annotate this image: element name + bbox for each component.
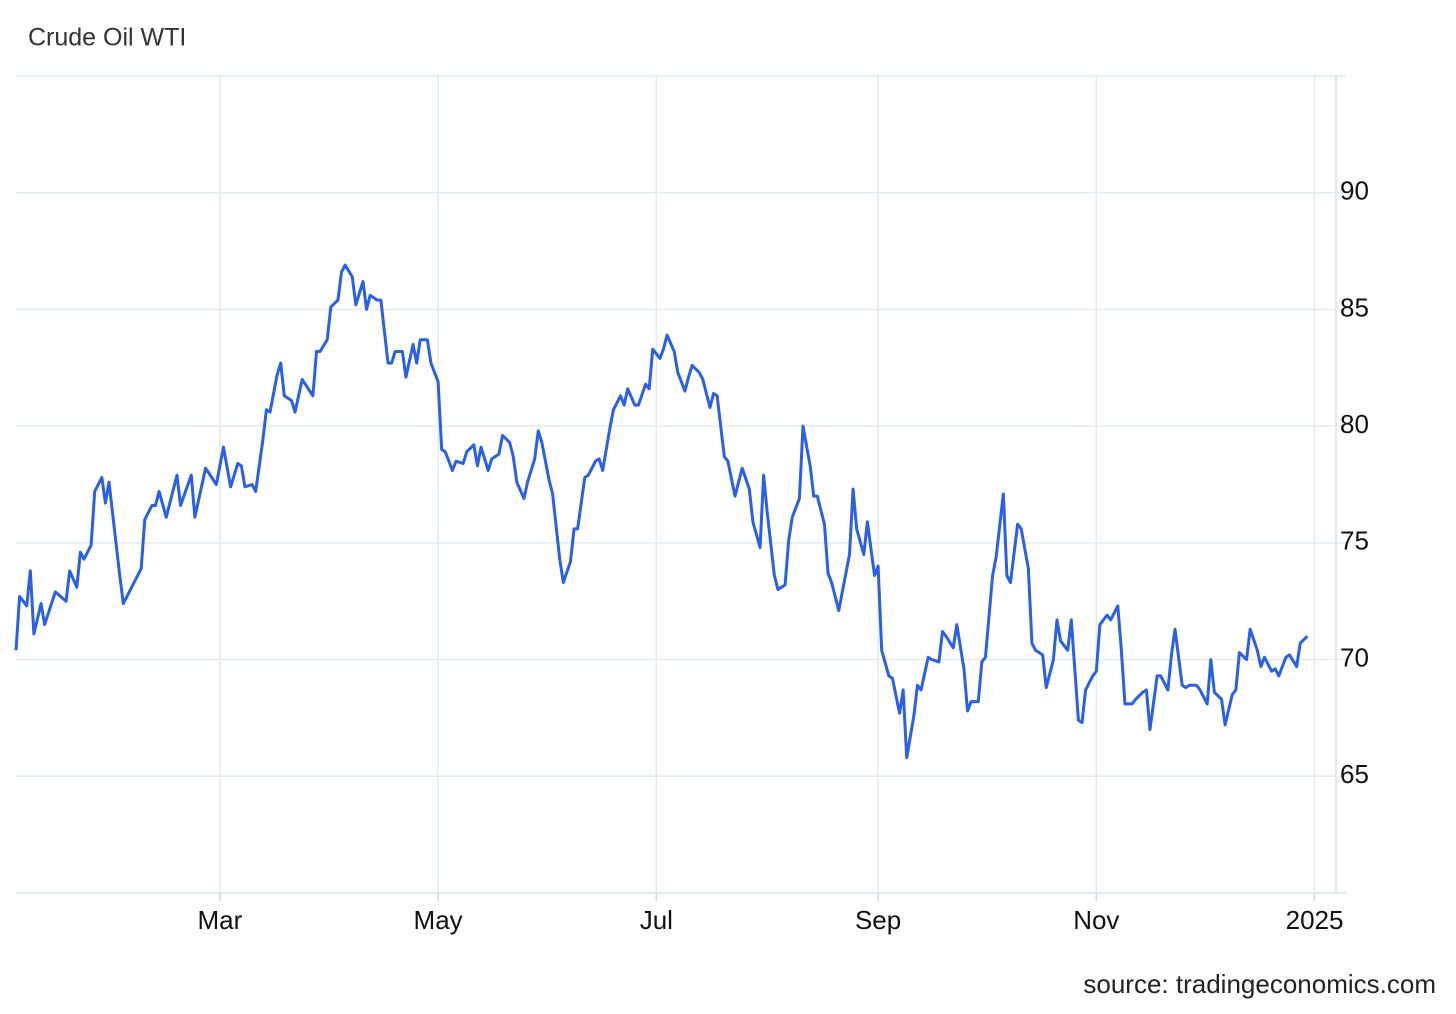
x-tick-label: May: [414, 905, 463, 935]
y-tick-label: 65: [1340, 759, 1369, 789]
price-line: [14, 263, 1309, 760]
x-tick-label: Nov: [1073, 905, 1119, 935]
x-tick-label: Sep: [855, 905, 901, 935]
x-tick-label: Mar: [198, 905, 243, 935]
y-tick-label: 75: [1340, 526, 1369, 556]
y-tick-label: 90: [1340, 176, 1369, 206]
x-tick-label: Jul: [640, 905, 673, 935]
source-note: source: tradingeconomics.com: [1083, 969, 1436, 999]
y-tick-label: 80: [1340, 409, 1369, 439]
x-tick-label: 2025: [1286, 905, 1344, 935]
y-tick-label: 85: [1340, 292, 1369, 322]
y-tick-label: 70: [1340, 642, 1369, 672]
chart-title: Crude Oil WTI: [28, 24, 186, 52]
